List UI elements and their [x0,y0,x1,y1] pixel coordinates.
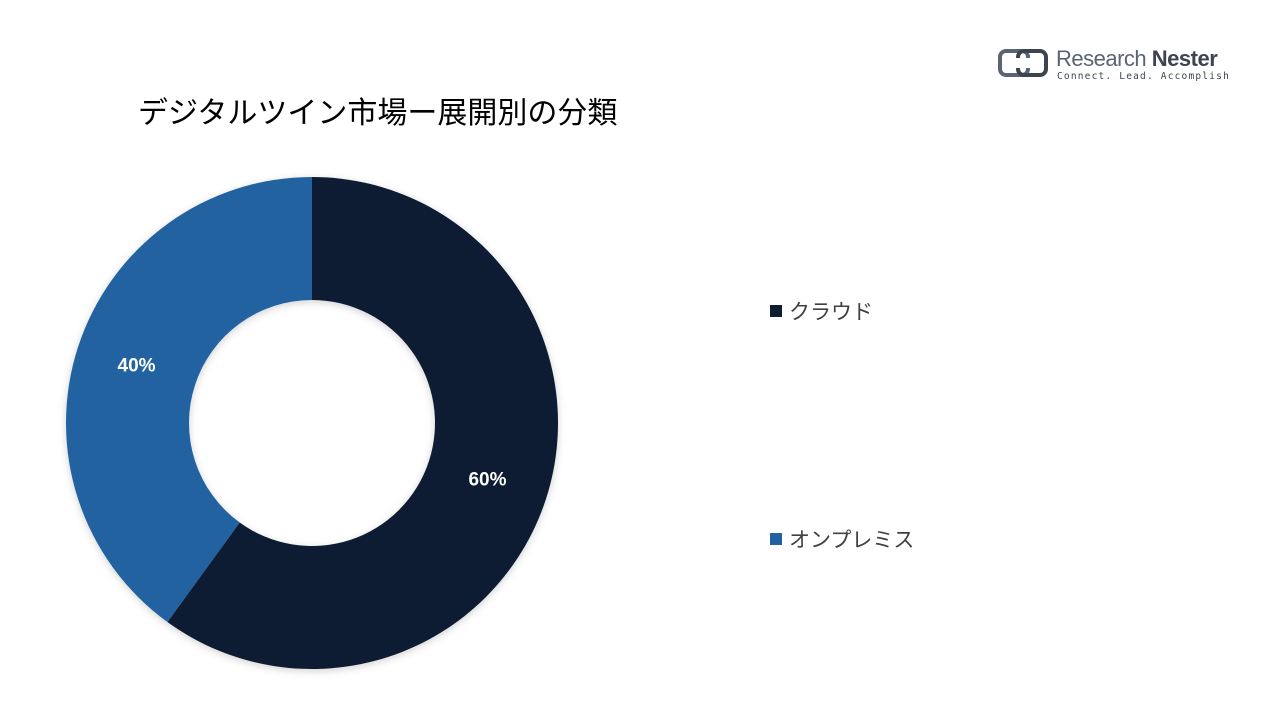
logo-tagline: Connect. Lead. Accomplish [1057,71,1230,82]
legend-swatch [770,305,782,317]
legend-item: クラウド [770,296,873,326]
chart-title: デジタルツイン市場ー展開別の分類 [138,96,618,131]
logo-brand-light: Research [1056,46,1147,71]
legend-label: オンプレミス [789,528,915,552]
logo-brand: Research Nester [1056,46,1218,72]
logo-brand-bold: Nester [1151,46,1218,71]
donut-slice [167,177,559,669]
legend-item: オンプレミス [770,524,914,554]
donut-chart: 60% 40% [66,177,559,669]
legend-label: クラウド [789,300,873,324]
logo-mark-icon [998,49,1048,77]
legend-swatch [770,533,782,545]
research-nester-logo: Research Nester Connect. Lead. Accomplis… [998,46,1229,86]
slice-data-label: 60% [468,470,506,491]
slice-data-label: 40% [118,355,156,376]
donut-slice [66,177,312,623]
